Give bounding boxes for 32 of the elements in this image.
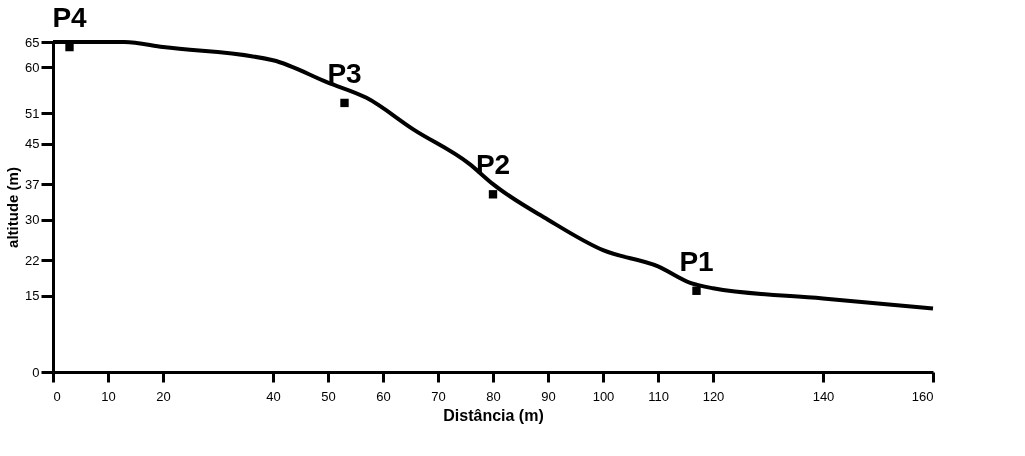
annotation: P4 [52,2,88,34]
annotation: P3 [327,57,362,89]
x-tick-label: 0 [53,388,61,404]
x-tick-label: 20 [156,388,171,404]
x-axis-title: Distância (m) [443,406,544,424]
y-tick-label: 45 [25,136,40,152]
x-tick-label: 60 [376,388,391,404]
x-tick-label: 40 [266,388,281,404]
x-tick-label: 100 [592,388,615,404]
point [340,98,349,108]
point [692,286,701,295]
x-tick-label: 50 [321,388,336,404]
x-tick-label: 10 [101,388,116,404]
annotation: P1 [679,245,714,277]
y-tick-label: 22 [25,252,40,268]
x-tick-label: 120 [702,388,725,404]
y-tick-label: 0 [32,364,40,380]
y-tick-label: 60 [25,59,40,75]
y-axis-title: altitude (m) [4,167,22,248]
x-tick-label: 70 [431,388,446,404]
y-tick-label: 30 [25,212,40,228]
x-tick-label: 110 [648,388,669,404]
y-tick-label: 15 [25,288,40,304]
x-tick-label: 90 [541,388,556,404]
y-tick-label: 51 [25,105,40,121]
y-tick-label: 37 [25,176,40,192]
point [488,190,498,199]
y-tick-label: 65 [25,34,40,50]
annotation: P2 [475,149,511,181]
x-tick-label: 160 [911,388,934,404]
x-tick-label: 80 [486,388,501,404]
x-tick-label: 140 [812,388,835,404]
